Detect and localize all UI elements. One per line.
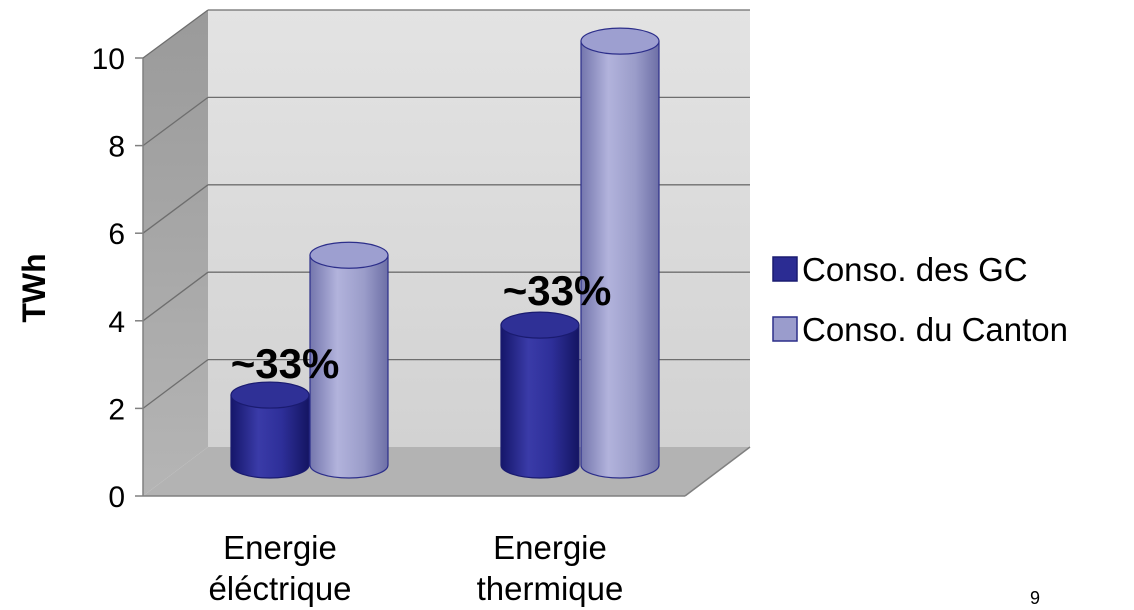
gridline-side [142, 184, 209, 234]
y-tick-label: 4 [108, 306, 125, 339]
gridline-side [142, 271, 209, 322]
bars [230, 27, 660, 479]
bar-body [580, 40, 660, 479]
x-tick-label: éléctrique [208, 570, 351, 607]
gridline-side [142, 359, 209, 409]
annotations: ~33% ~33% [231, 267, 612, 387]
bar-top [309, 241, 389, 269]
x-tick-label: Energie [223, 529, 337, 566]
page-number: 9 [1030, 588, 1040, 608]
gridline-side [142, 9, 209, 59]
legend: Conso. des GC Conso. du Canton [772, 251, 1068, 348]
bar-body [500, 324, 580, 479]
bar [500, 311, 580, 479]
x-tick-label: thermique [477, 570, 624, 607]
floor-edge [684, 446, 751, 497]
legend-swatch [772, 316, 798, 342]
y-axis-title: TWh [16, 253, 52, 322]
y-tick-label: 8 [108, 131, 125, 164]
bar-top [580, 27, 660, 55]
gridline-side [142, 96, 209, 147]
bar-top [230, 381, 310, 409]
bar [580, 27, 660, 479]
legend-label: Conso. du Canton [802, 311, 1068, 348]
legend-swatch [772, 256, 798, 282]
x-axis-labels: Energie éléctrique Energie thermique [208, 529, 623, 607]
bar [309, 241, 389, 479]
y-tick-label: 6 [108, 218, 125, 251]
bar-body [230, 394, 310, 479]
bar-body [309, 254, 389, 479]
y-tick-label: 0 [108, 481, 125, 514]
y-tick-label: 2 [108, 393, 125, 426]
bar [230, 381, 310, 479]
y-axis: 0 2 4 6 8 10 [92, 43, 751, 514]
plot-area: 0 2 4 6 8 10 ~33% ~33% [92, 9, 751, 514]
side-wall [143, 10, 208, 496]
gridlines [142, 9, 750, 409]
legend-label: Conso. des GC [802, 251, 1028, 288]
annotation-label: ~33% [231, 340, 340, 387]
bar-top [500, 311, 580, 339]
x-tick-label: Energie [493, 529, 607, 566]
annotation-label: ~33% [503, 267, 612, 314]
y-tick-label: 10 [92, 43, 125, 76]
